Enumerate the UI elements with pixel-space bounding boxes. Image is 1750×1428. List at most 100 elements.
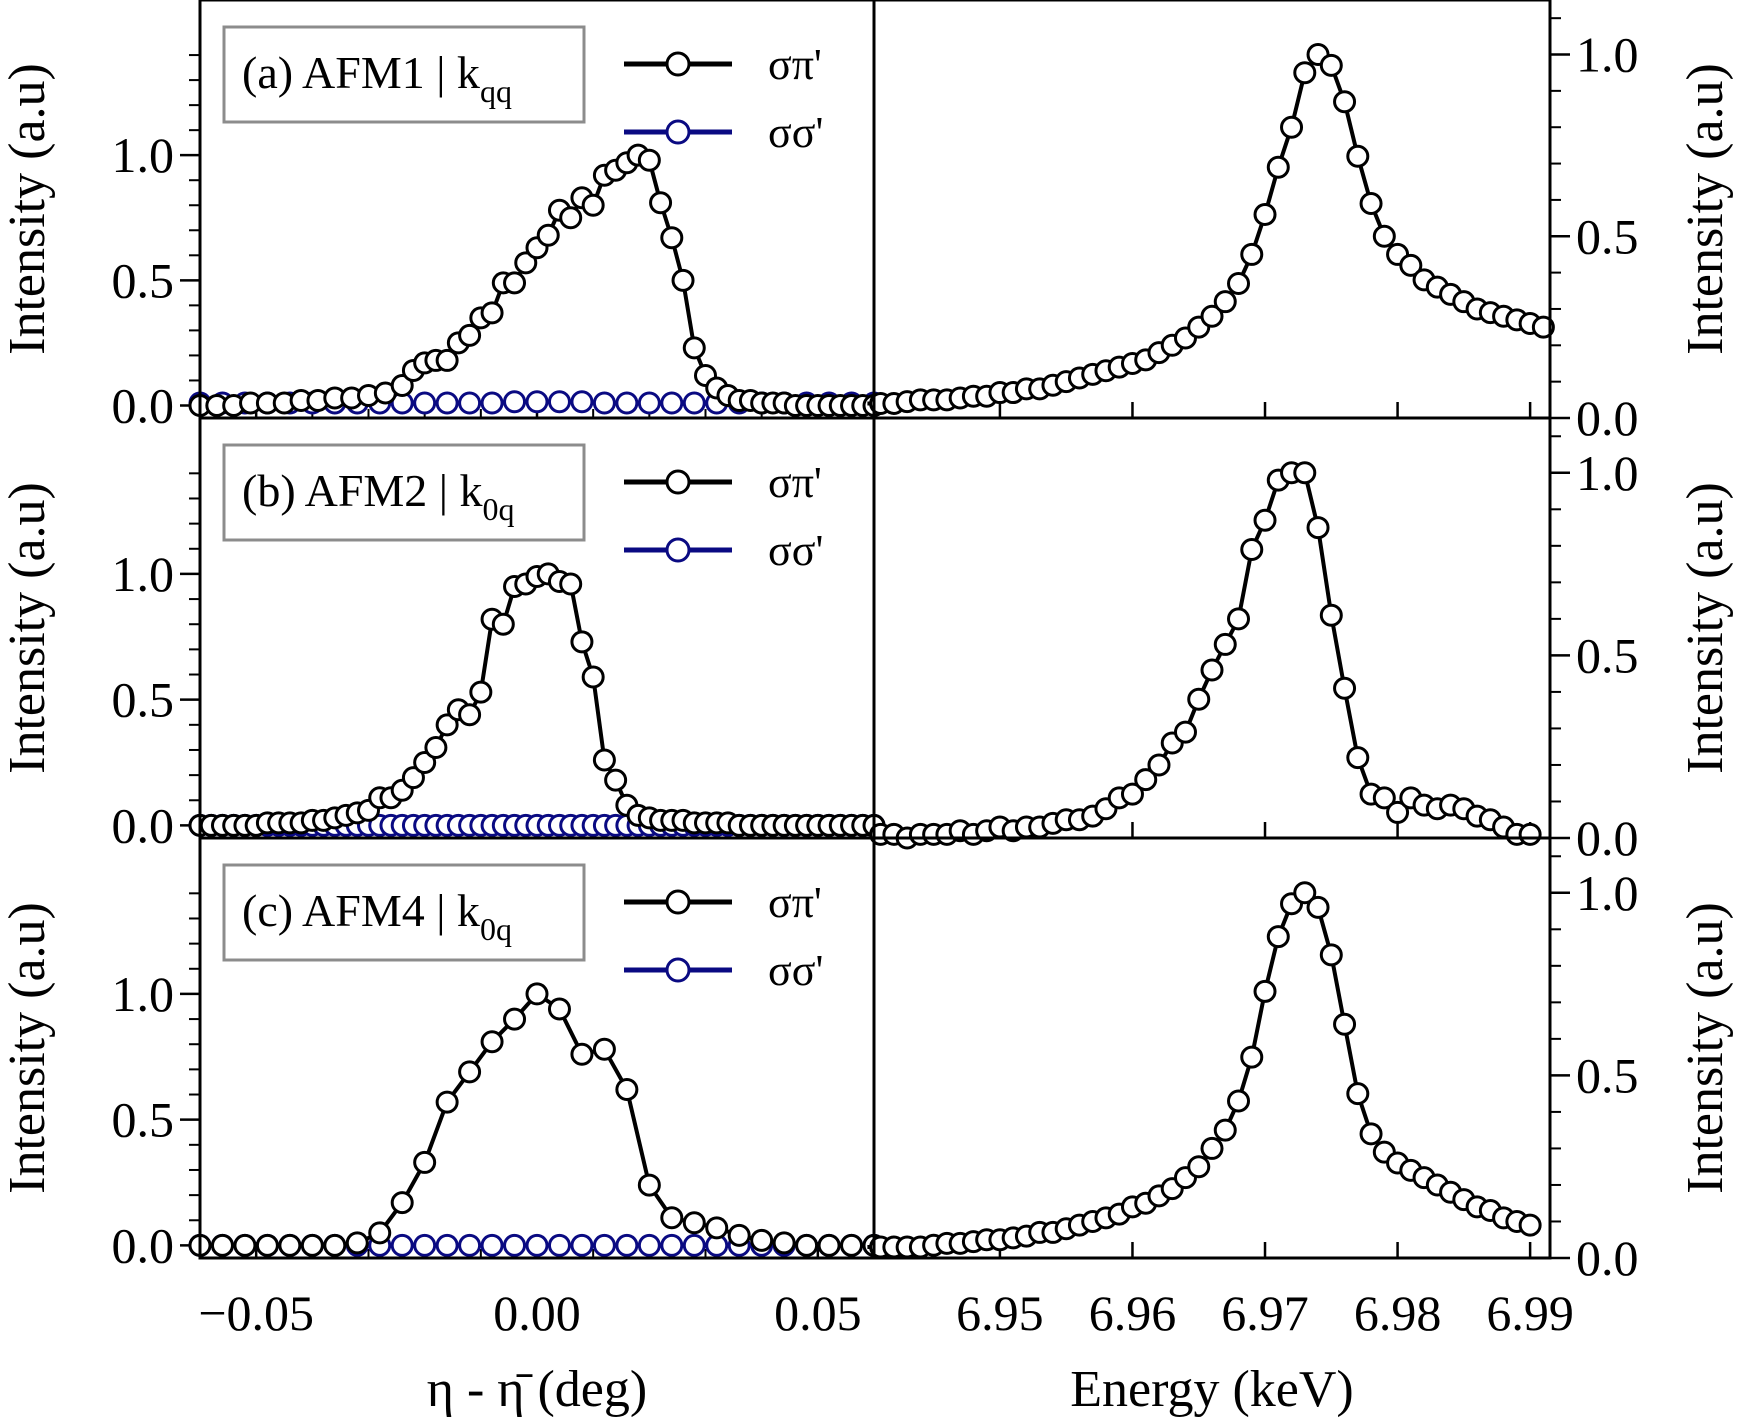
right-data-point bbox=[1120, 782, 1144, 806]
panel-1: 0.0 0.5 1.0 Intensity (a.u) 0.0 0.5 1.0 Intensi… bbox=[0, 17, 1734, 446]
left-data-point bbox=[480, 301, 504, 325]
right-data-point bbox=[1306, 895, 1330, 919]
right-data-point bbox=[1253, 979, 1277, 1003]
panel-label-box bbox=[222, 863, 586, 962]
panel-3: 0.0 0.5 1.0 Intensity (a.u) 0.0 0.5 1.0 Intensi… bbox=[0, 855, 1734, 1286]
right-y-axis-label: Intensity (a.u) bbox=[1677, 63, 1734, 355]
left-data-point bbox=[413, 391, 437, 415]
right-data-point bbox=[1346, 144, 1370, 168]
panel-label-box bbox=[222, 443, 586, 542]
left-data-point bbox=[390, 1191, 414, 1215]
left-data-point bbox=[660, 391, 684, 415]
right-data-point bbox=[1293, 61, 1317, 85]
right-data-point bbox=[1173, 720, 1197, 744]
right-y-tick-label: 0.5 bbox=[1576, 208, 1639, 264]
right-data-point bbox=[1333, 1012, 1357, 1036]
left-data-point bbox=[458, 703, 482, 727]
right-y-tick-label: 0.0 bbox=[1576, 1230, 1639, 1286]
right-data-point bbox=[1518, 1213, 1542, 1237]
legend-marker-sigma-pi bbox=[665, 51, 691, 77]
right-y-tick-label: 1.0 bbox=[1576, 865, 1639, 921]
right-data-point bbox=[1253, 202, 1277, 226]
left-data-point bbox=[525, 390, 549, 414]
right-series-line-sigma-pi bbox=[867, 52, 1544, 406]
right-data-point bbox=[1227, 272, 1251, 296]
left-data-point bbox=[570, 630, 594, 654]
left-data-point bbox=[480, 391, 504, 415]
right-data-point bbox=[1333, 90, 1357, 114]
right-series-line-sigma-pi bbox=[867, 470, 1531, 840]
left-x-tick-label: 0.00 bbox=[493, 1285, 581, 1341]
right-data-point bbox=[1213, 1118, 1237, 1142]
legend-label-sigma-sigma: σσ' bbox=[768, 946, 823, 995]
left-data-point bbox=[210, 1233, 234, 1257]
panel-label-subscript: qq bbox=[480, 73, 512, 109]
left-data-point bbox=[817, 1233, 841, 1257]
left-data-point bbox=[469, 680, 493, 704]
left-data-point bbox=[413, 751, 437, 775]
right-data-point bbox=[1280, 115, 1304, 139]
right-x-tick-label: 6.95 bbox=[956, 1285, 1044, 1341]
left-data-point bbox=[660, 226, 684, 250]
left-data-point bbox=[727, 1223, 751, 1247]
left-data-point bbox=[480, 1233, 504, 1257]
right-data-point bbox=[1266, 155, 1290, 179]
left-series-line-sigma-pi bbox=[200, 991, 874, 1248]
left-data-point bbox=[581, 193, 605, 217]
left-data-point bbox=[570, 390, 594, 414]
legend-marker-sigma-sigma bbox=[665, 957, 691, 983]
right-data-point bbox=[1359, 192, 1383, 216]
left-data-point bbox=[503, 390, 527, 414]
right-data-point bbox=[1266, 925, 1290, 949]
left-y-tick-label: 0.0 bbox=[112, 797, 175, 853]
left-data-point bbox=[637, 391, 661, 415]
right-data-point bbox=[1240, 1045, 1264, 1069]
left-y-tick-label: 0.5 bbox=[112, 672, 175, 728]
right-y-tick-label: 0.5 bbox=[1576, 1047, 1639, 1103]
left-data-point bbox=[615, 391, 639, 415]
right-data-point bbox=[1333, 676, 1357, 700]
left-data-point bbox=[525, 982, 549, 1006]
legend-marker-sigma-sigma bbox=[665, 537, 691, 563]
right-data-point bbox=[1372, 786, 1396, 810]
left-data-point bbox=[772, 1231, 796, 1255]
left-data-point bbox=[458, 1060, 482, 1084]
left-series-line-sigma-pi bbox=[200, 153, 874, 408]
legend-label-sigma-pi: σπ' bbox=[768, 878, 822, 927]
right-data-point bbox=[1227, 1089, 1251, 1113]
right-data-point bbox=[1200, 658, 1224, 682]
right-data-point bbox=[1531, 315, 1555, 339]
left-data-point bbox=[795, 1233, 819, 1257]
right-data-point bbox=[1147, 753, 1171, 777]
left-data-point bbox=[637, 1233, 661, 1257]
right-data-point bbox=[1293, 881, 1317, 905]
right-y-tick-label: 0.0 bbox=[1576, 810, 1639, 866]
right-data-point bbox=[1372, 224, 1396, 248]
left-data-point bbox=[233, 1233, 257, 1257]
right-data-point bbox=[1319, 603, 1343, 627]
left-data-point bbox=[480, 1030, 504, 1054]
left-data-point bbox=[682, 1211, 706, 1235]
right-x-tick-label: 6.98 bbox=[1354, 1285, 1442, 1341]
left-data-point bbox=[660, 1233, 684, 1257]
right-data-point bbox=[1346, 746, 1370, 770]
legend-marker-sigma-sigma bbox=[665, 119, 691, 145]
right-data-point bbox=[1227, 607, 1251, 631]
left-data-point bbox=[401, 766, 425, 790]
left-data-point bbox=[536, 223, 560, 247]
left-data-point bbox=[435, 1090, 459, 1114]
left-data-point bbox=[278, 1233, 302, 1257]
left-data-point bbox=[547, 1233, 571, 1257]
left-y-tick-label: 0.5 bbox=[112, 252, 175, 308]
left-data-point bbox=[435, 348, 459, 372]
legend-label-sigma-sigma: σσ' bbox=[768, 526, 823, 575]
left-data-point bbox=[503, 1233, 527, 1257]
panel-label-subscript: 0q bbox=[480, 911, 512, 947]
left-y-tick-label: 1.0 bbox=[112, 966, 175, 1022]
left-x-tick-label: 0.05 bbox=[774, 1285, 862, 1341]
right-data-point bbox=[1386, 800, 1410, 824]
right-data-point bbox=[1240, 537, 1264, 561]
right-data-point bbox=[1319, 53, 1343, 77]
left-data-point bbox=[671, 268, 695, 292]
right-data-point bbox=[1359, 1122, 1383, 1146]
